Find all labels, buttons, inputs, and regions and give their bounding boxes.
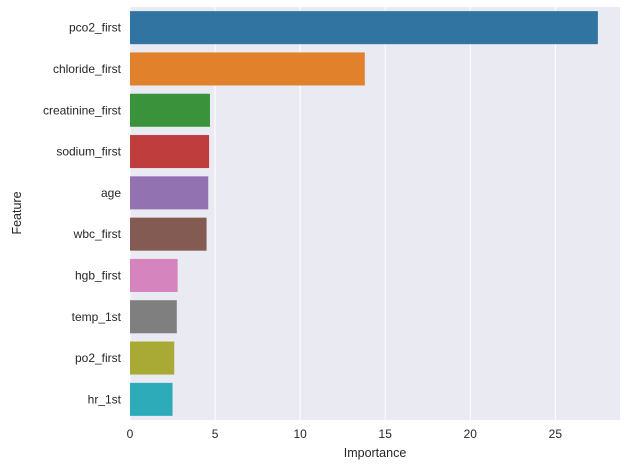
bar-age [130,176,209,210]
y-tick-label: po2_first [75,351,122,365]
x-tick-label: 5 [212,427,219,441]
y-tick-label: creatinine_first [43,103,122,117]
bar-chloride-first [130,52,365,86]
y-tick-label: wbc_first [73,227,122,241]
bar-creatinine-first [130,93,210,127]
x-tick-label: 20 [464,427,478,441]
y-tick-label: chloride_first [53,62,122,76]
x-tick-label: 15 [379,427,393,441]
y-tick-labels: pco2_first chloride_first creatinine_first… [43,21,122,407]
bar-temp-1st [130,300,177,334]
x-tick-label: 25 [549,427,563,441]
x-axis-label: Importance [344,446,407,460]
y-tick-label: temp_1st [72,310,122,324]
y-axis-label: Feature [10,191,24,234]
x-tick-labels: 0 5 10 15 20 25 [127,427,563,441]
x-tick-label: 10 [293,427,307,441]
bars [130,11,598,416]
y-tick-label: age [101,186,121,200]
y-tick-label: pco2_first [69,21,122,35]
y-tick-label: sodium_first [56,145,121,159]
y-tick-label: hr_1st [88,392,122,406]
bar-wbc-first [130,217,207,251]
y-tick-label: hgb_first [75,268,122,282]
bar-hr-1st [130,382,173,416]
bar-po2-first [130,341,175,375]
x-tick-label: 0 [127,427,134,441]
bar-sodium-first [130,135,210,169]
bar-pco2-first [130,11,598,45]
bar-hgb-first [130,258,178,292]
